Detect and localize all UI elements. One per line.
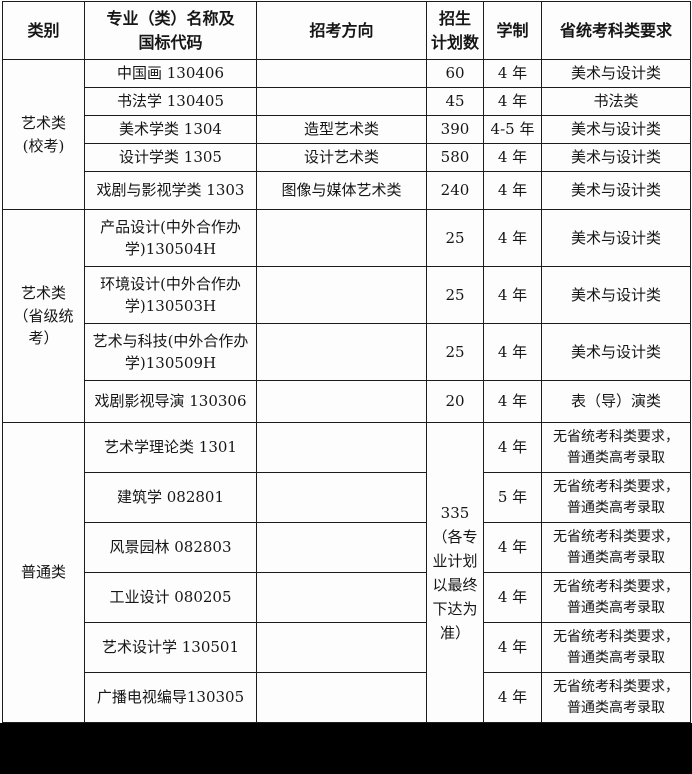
cell-major: 风景园林 082803: [84, 522, 257, 573]
cell-requirement: 美术与设计类: [541, 266, 691, 324]
cell-duration: 4 年: [483, 422, 542, 473]
cell-requirement: 美术与设计类: [541, 59, 691, 88]
cell-requirement: 无省统考科类要求， 普通类高考录取: [541, 422, 691, 473]
cell-duration: 4 年: [483, 266, 542, 324]
table-row: 广播电视编导130305 4 年 无省统考科类要求， 普通类高考录取: [3, 672, 691, 723]
cell-plan: 25: [426, 209, 484, 267]
cell-requirement: 无省统考科类要求， 普通类高考录取: [541, 522, 691, 573]
cell-plan: 25: [426, 323, 484, 381]
cell-plan: 20: [426, 380, 484, 423]
cell-major: 艺术设计学 130501: [84, 622, 257, 673]
cell-plan: 45: [426, 87, 484, 116]
cell-major: 工业设计 080205: [84, 572, 257, 623]
header-major: 专业（类）名称及 国标代码: [84, 1, 257, 60]
cell-requirement: 美术与设计类: [541, 171, 691, 210]
cell-direction: [256, 422, 427, 473]
cell-duration: 4 年: [483, 87, 542, 116]
table-row: 普通类 艺术学理论类 1301 335 （各专业计划以最终下达为准） 4 年 无…: [2, 422, 691, 723]
cell-direction: [256, 209, 427, 267]
cell-direction: 图像与媒体艺术类: [256, 171, 427, 210]
header-row: 类别 专业（类）名称及 国标代码 招考方向 招生 计划数 学制 省统考科类要求: [2, 1, 691, 60]
table-row: 戏剧与影视学类 1303 图像与媒体艺术类 240 4 年 美术与设计类: [3, 171, 691, 210]
header-requirement: 省统考科类要求: [541, 1, 691, 60]
cell-direction: [256, 323, 427, 381]
cell-requirement: 无省统考科类要求， 普通类高考录取: [541, 572, 691, 623]
cell-major: 戏剧影视导演 130306: [84, 380, 257, 423]
table-row: 书法学 130405 45 4 年 书法类: [3, 87, 691, 116]
bottom-black-bar: [0, 723, 692, 774]
cell-duration: 4 年: [483, 672, 542, 723]
cell-plan: 240: [426, 171, 484, 210]
table-row: 环境设计(中外合作办学)130503H 25 4 年 美术与设计类: [3, 266, 691, 324]
cell-direction: 设计艺术类: [256, 143, 427, 172]
cell-plan-merged: 335 （各专业计划以最终下达为准）: [426, 422, 484, 723]
table-row: 美术学类 1304 造型艺术类 390 4-5 年 美术与设计类: [3, 115, 691, 144]
cell-duration: 4 年: [483, 572, 542, 623]
cell-plan: 25: [426, 266, 484, 324]
cell-major: 广播电视编导130305: [84, 672, 257, 723]
cell-direction: [256, 522, 427, 573]
cell-major: 环境设计(中外合作办学)130503H: [84, 266, 257, 324]
cell-major: 中国画 130406: [84, 59, 257, 88]
cell-plan: 60: [426, 59, 484, 88]
cell-direction: [256, 87, 427, 116]
table-row: 工业设计 080205 4 年 无省统考科类要求， 普通类高考录取: [3, 572, 691, 623]
cell-requirement: 美术与设计类: [541, 323, 691, 381]
table-container: 类别 专业（类）名称及 国标代码 招考方向 招生 计划数 学制 省统考科类要求 …: [2, 1, 691, 723]
cell-requirement: 无省统考科类要求， 普通类高考录取: [541, 622, 691, 673]
header-duration: 学制: [483, 1, 542, 60]
cell-duration: 4-5 年: [483, 115, 542, 144]
cell-plan: 390: [426, 115, 484, 144]
table-row: 设计学类 1305 设计艺术类 580 4 年 美术与设计类: [3, 143, 691, 172]
cell-category-group3: 普通类: [2, 422, 85, 723]
cell-duration: 4 年: [483, 323, 542, 381]
table-row: 艺术类 (校考) 中国画 130406 60 4 年 美术与设计类: [2, 59, 691, 210]
cell-major: 设计学类 1305: [84, 143, 257, 172]
cell-major: 艺术与科技(中外合作办学)130509H: [84, 323, 257, 381]
cell-direction: [256, 572, 427, 623]
table-row: 风景园林 082803 4 年 无省统考科类要求， 普通类高考录取: [3, 522, 691, 573]
cell-requirement: 无省统考科类要求， 普通类高考录取: [541, 472, 691, 523]
cell-duration: 4 年: [483, 209, 542, 267]
table-row: 艺术设计学 130501 4 年 无省统考科类要求， 普通类高考录取: [3, 622, 691, 673]
header-category: 类别: [2, 1, 85, 60]
cell-major: 建筑学 082801: [84, 472, 257, 523]
cell-direction: 造型艺术类: [256, 115, 427, 144]
cell-category-group1: 艺术类 (校考): [2, 59, 85, 210]
cell-requirement: 书法类: [541, 87, 691, 116]
cell-direction: [256, 672, 427, 723]
cell-requirement: 美术与设计类: [541, 115, 691, 144]
cell-duration: 4 年: [483, 59, 542, 88]
cell-duration: 5 年: [483, 472, 542, 523]
cell-duration: 4 年: [483, 171, 542, 210]
admissions-table: 类别 专业（类）名称及 国标代码 招考方向 招生 计划数 学制 省统考科类要求 …: [2, 1, 691, 723]
cell-major: 美术学类 1304: [84, 115, 257, 144]
cell-category-group2: 艺术类 （省级统 考）: [2, 209, 85, 423]
cell-major: 书法学 130405: [84, 87, 257, 116]
cell-major: 产品设计(中外合作办学)130504H: [84, 209, 257, 267]
header-direction: 招考方向: [256, 1, 427, 60]
cell-major: 艺术学理论类 1301: [84, 422, 257, 473]
table-row: 戏剧影视导演 130306 20 4 年 表（导）演类: [3, 380, 691, 423]
cell-requirement: 无省统考科类要求， 普通类高考录取: [541, 672, 691, 723]
cell-requirement: 美术与设计类: [541, 209, 691, 267]
cell-major: 戏剧与影视学类 1303: [84, 171, 257, 210]
cell-direction: [256, 59, 427, 88]
cell-duration: 4 年: [483, 143, 542, 172]
cell-direction: [256, 380, 427, 423]
header-plan: 招生 计划数: [426, 1, 484, 60]
cell-direction: [256, 622, 427, 673]
cell-plan: 580: [426, 143, 484, 172]
cell-requirement: 表（导）演类: [541, 380, 691, 423]
cell-requirement: 美术与设计类: [541, 143, 691, 172]
cell-duration: 4 年: [483, 622, 542, 673]
cell-duration: 4 年: [483, 522, 542, 573]
table-row: 艺术类 （省级统 考） 产品设计(中外合作办学)130504H 25 4 年 美…: [2, 209, 691, 423]
table-row: 艺术与科技(中外合作办学)130509H 25 4 年 美术与设计类: [3, 323, 691, 381]
table-row: 建筑学 082801 5 年 无省统考科类要求， 普通类高考录取: [3, 472, 691, 523]
cell-duration: 4 年: [483, 380, 542, 423]
cell-direction: [256, 266, 427, 324]
cell-direction: [256, 472, 427, 523]
